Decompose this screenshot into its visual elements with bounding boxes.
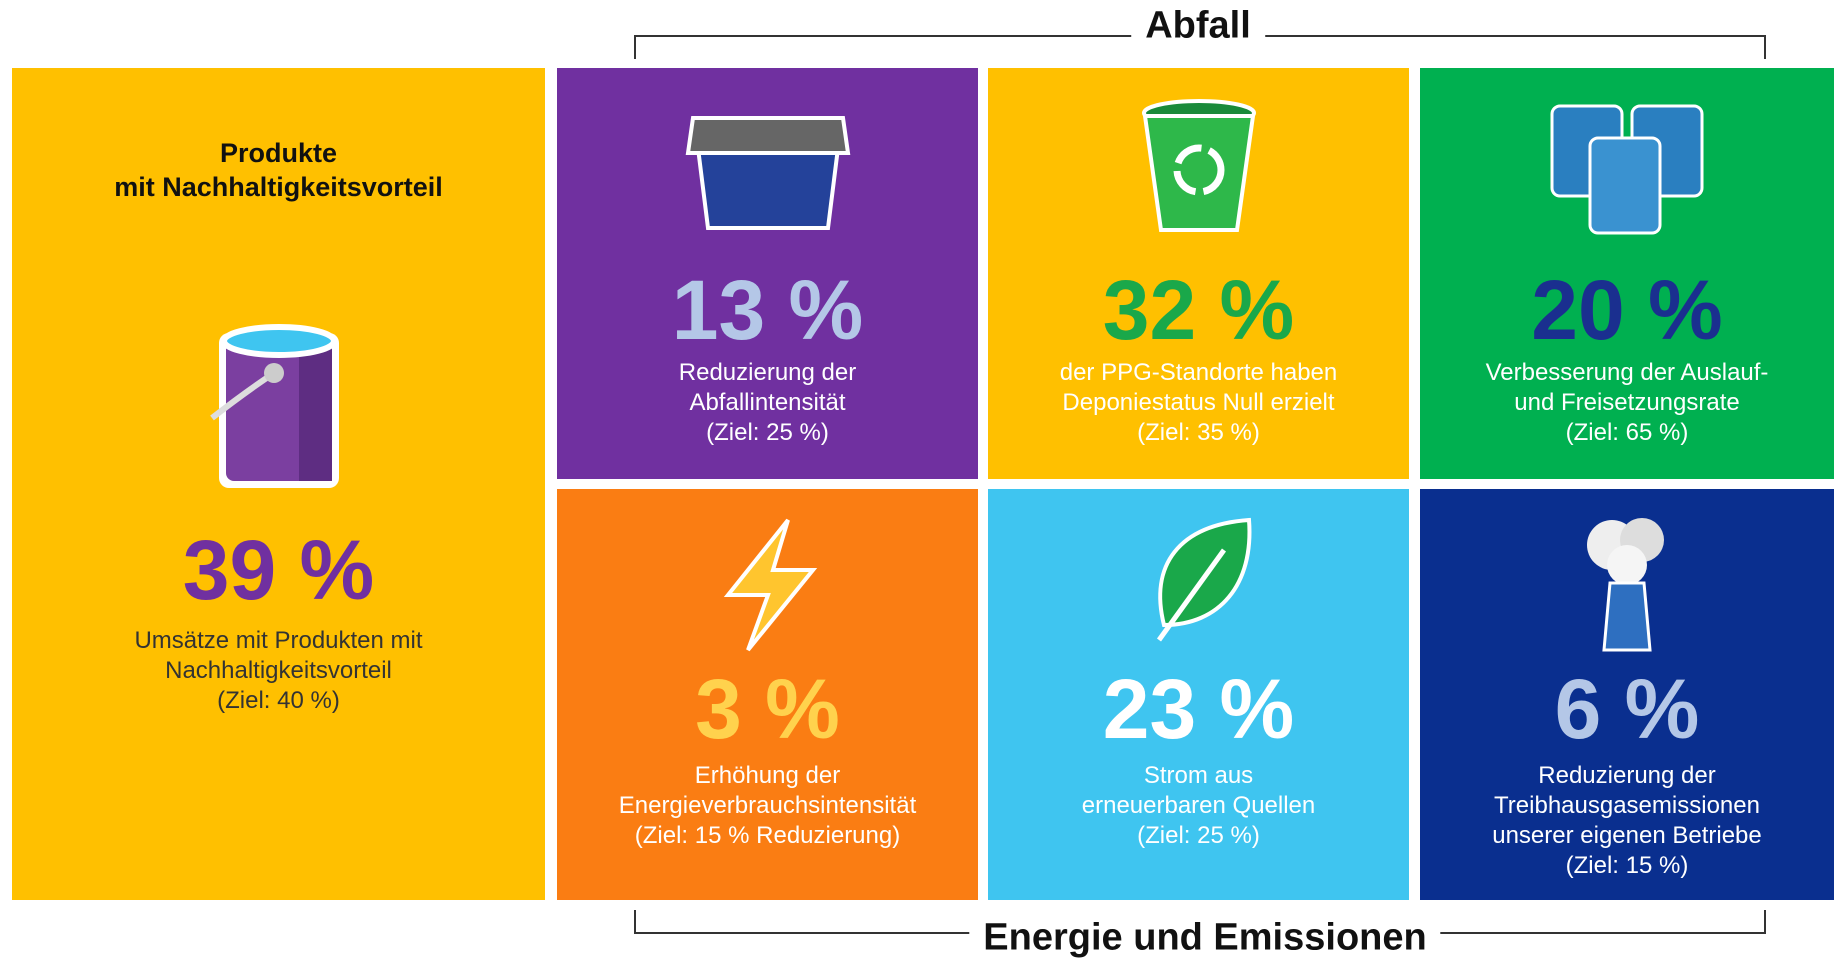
icon — [683, 98, 853, 243]
line: Reduzierung der — [1420, 761, 1834, 791]
description: Umsätze mit Produkten mit Nachhaltigkeit… — [12, 626, 545, 716]
value: 13 % — [557, 268, 978, 352]
title: Produkte — [12, 136, 545, 170]
line: (Ziel: 15 % Reduzierung) — [557, 821, 978, 851]
value: 23 % — [988, 667, 1409, 751]
line: Erhöhung der — [557, 761, 978, 791]
icon — [1139, 98, 1259, 243]
line: Umsätze mit Produkten mit — [12, 626, 545, 656]
section-header: Abfall — [1131, 5, 1265, 48]
icon-graphic — [1139, 98, 1259, 238]
icon — [713, 515, 823, 660]
line: (Ziel: 15 %) — [1420, 851, 1834, 881]
section-header: Energie und Emissionen — [969, 917, 1440, 960]
line: (Ziel: 40 %) — [12, 686, 545, 716]
value: 20 % — [1420, 268, 1834, 352]
line: (Ziel: 25 %) — [557, 418, 978, 448]
line: und Freisetzungsrate — [1420, 388, 1834, 418]
line: Abfallintensität — [557, 388, 978, 418]
line: Reduzierung der — [557, 358, 978, 388]
title: mit Nachhaltigkeitsvorteil — [12, 170, 545, 204]
icon-graphic — [683, 98, 853, 238]
paint-can-icon — [204, 313, 354, 493]
icon — [1139, 515, 1259, 660]
icon — [1542, 98, 1712, 243]
icon — [1572, 515, 1682, 660]
line: Treibhausgasemissionen — [1420, 791, 1834, 821]
tile: 20 %Verbesserung der Auslauf-und Freiset… — [1420, 68, 1834, 479]
line: Energieverbrauchsintensität — [557, 791, 978, 821]
line: Verbesserung der Auslauf- — [1420, 358, 1834, 388]
line: Deponiestatus Null erzielt — [988, 388, 1409, 418]
feature-tile: Produkte mit Nachhaltigkeitsvorteil 39 %… — [12, 68, 545, 900]
icon-graphic — [1572, 515, 1682, 655]
page: Abfall Energie und Emissionen Produkte m… — [0, 0, 1834, 958]
line: der PPG-Standorte haben — [988, 358, 1409, 388]
line: (Ziel: 25 %) — [988, 821, 1409, 851]
line: erneuerbaren Quellen — [988, 791, 1409, 821]
value: 6 % — [1420, 667, 1834, 751]
line: (Ziel: 65 %) — [1420, 418, 1834, 448]
line: (Ziel: 35 %) — [988, 418, 1409, 448]
value: 3 % — [557, 667, 978, 751]
value: 39 % — [12, 528, 545, 612]
line: Nachhaltigkeitsvorteil — [12, 656, 545, 686]
line: unserer eigenen Betriebe — [1420, 821, 1834, 851]
icon-graphic — [1542, 98, 1712, 238]
icon-graphic — [713, 515, 823, 655]
value: 32 % — [988, 268, 1409, 352]
icon-graphic — [1139, 515, 1259, 655]
description: Verbesserung der Auslauf-und Freisetzung… — [1420, 358, 1834, 448]
line: Strom aus — [988, 761, 1409, 791]
